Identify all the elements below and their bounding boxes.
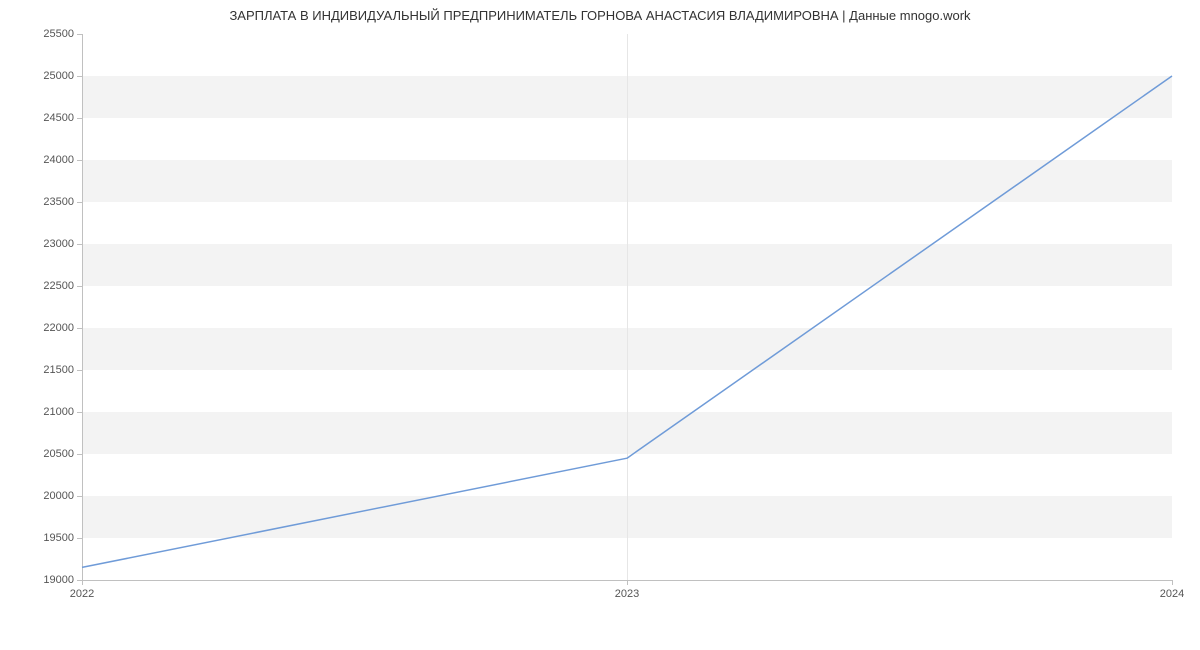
y-tick-label: 24500	[43, 112, 82, 124]
y-tick-label: 25000	[43, 70, 82, 82]
y-tick-label: 21500	[43, 364, 82, 376]
plot-area: 1900019500200002050021000215002200022500…	[82, 34, 1172, 580]
x-tick-label: 2022	[70, 580, 94, 600]
chart-title: ЗАРПЛАТА В ИНДИВИДУАЛЬНЫЙ ПРЕДПРИНИМАТЕЛ…	[0, 8, 1200, 23]
y-tick-label: 19500	[43, 532, 82, 544]
y-tick-label: 22500	[43, 280, 82, 292]
y-tick-label: 25500	[43, 28, 82, 40]
chart-container: ЗАРПЛАТА В ИНДИВИДУАЛЬНЫЙ ПРЕДПРИНИМАТЕЛ…	[0, 0, 1200, 650]
x-tick-label: 2024	[1160, 580, 1184, 600]
y-tick-label: 23500	[43, 196, 82, 208]
y-tick-label: 22000	[43, 322, 82, 334]
y-tick-label: 24000	[43, 154, 82, 166]
y-tick-label: 20500	[43, 448, 82, 460]
y-tick-label: 21000	[43, 406, 82, 418]
y-tick-label: 23000	[43, 238, 82, 250]
series-line	[82, 34, 1172, 580]
x-tick-label: 2023	[615, 580, 639, 600]
y-tick-label: 20000	[43, 490, 82, 502]
